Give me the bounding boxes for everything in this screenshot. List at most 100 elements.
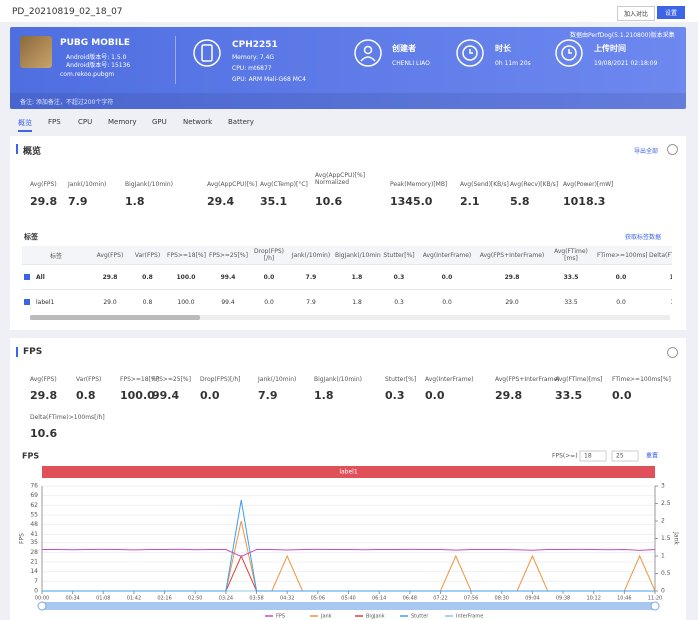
legend-label[interactable]: Jank <box>320 614 332 620</box>
table-cell: 0.0 <box>249 264 289 290</box>
y2-tick-label: 1 <box>661 553 665 560</box>
section-marker <box>16 144 18 154</box>
table-cell: 29.0 <box>90 289 130 314</box>
table-cell: 100.0 <box>165 289 207 314</box>
metric-label: Avg(CTemp)[°C] <box>260 181 308 188</box>
tab[interactable]: Battery <box>228 118 254 126</box>
checkbox[interactable] <box>24 274 30 280</box>
y-tick-label: 28 <box>30 549 38 556</box>
remark: 备注: 添加备注，不超过200个字符 <box>20 99 114 106</box>
section-marker <box>16 347 18 357</box>
range-slider[interactable] <box>42 602 655 610</box>
app-version: Android版本号: 1.5.0 <box>66 54 127 61</box>
column-header: Var(FPS) <box>130 246 165 265</box>
metric-label: Avg(Send)[KB/s] <box>460 181 509 188</box>
column-header: BigJank(/10min) <box>333 246 381 265</box>
device-spec: GPU: ARM Mali-G68 MC4 <box>232 76 306 83</box>
metric-label: Var(FPS) <box>76 376 102 383</box>
metric-value: 2.1 <box>460 195 480 208</box>
legend-label[interactable]: FPS <box>276 614 285 620</box>
metric-value: 0.0 <box>612 389 632 402</box>
app-package: com.rekoo.pubgm <box>60 71 115 78</box>
app-icon <box>20 36 52 68</box>
tag-link[interactable]: 获取标签数据 <box>625 234 662 241</box>
x-tick-label: 05:40 <box>341 596 355 602</box>
metric-value: 100.0 <box>120 389 155 402</box>
metric-label: BigJank(/10min) <box>125 181 173 188</box>
x-tick-label: 07:56 <box>464 596 478 602</box>
metric-label: Avg(FPS+InterFrame) <box>495 376 560 383</box>
legend-label[interactable]: BigJank <box>366 614 385 620</box>
x-tick-label: 01:08 <box>96 596 110 602</box>
threshold-value: 18 <box>584 453 592 460</box>
table-cell: 7.9 <box>289 264 333 290</box>
compare-button[interactable]: 加入对比 <box>617 6 656 21</box>
metric-value: 0.3 <box>385 389 405 402</box>
tab[interactable]: FPS <box>48 118 61 126</box>
page-title: PD_20210819_02_18_07 <box>12 7 123 17</box>
x-tick-label: 07:22 <box>433 596 447 602</box>
collapse-button[interactable] <box>667 347 678 358</box>
tab[interactable]: 概览 <box>18 118 32 132</box>
metric-value: 5.8 <box>510 195 530 208</box>
device-spec: Memory: 7.4G <box>232 54 275 61</box>
column-header: Avg(FPS+InterFrame) <box>477 246 547 265</box>
table-cell: 0.0 <box>595 289 647 314</box>
device-spec: CPU: mt6877 <box>232 65 272 72</box>
checkbox[interactable] <box>24 299 30 305</box>
metric-value: 0.0 <box>425 389 445 402</box>
metric-label: FTime>=100ms[%] <box>612 376 671 383</box>
threshold-input[interactable] <box>579 450 607 462</box>
table-cell: 0.0 <box>417 264 477 290</box>
threshold-label: FPS(>=) <box>552 453 578 460</box>
slider-handle[interactable] <box>650 601 660 611</box>
scrollbar-thumb[interactable] <box>30 315 200 320</box>
y2-tick-label: 2 <box>661 518 665 525</box>
tag-table: 标签 Avg(FPS) Var(FPS) FPS>=18[%] FPS>=25[%] Dr… <box>22 246 672 314</box>
y-tick-label: 41 <box>30 531 38 538</box>
reset-link[interactable]: 重置 <box>646 452 658 460</box>
series-line <box>42 499 655 592</box>
metric-value: 29.8 <box>30 195 58 208</box>
label-band <box>42 466 655 478</box>
slider-handle[interactable] <box>37 601 47 611</box>
column-header: FPS>=18[%] <box>165 246 207 265</box>
tab[interactable]: Memory <box>108 118 137 126</box>
metric-value: 99.4 <box>152 389 180 402</box>
metric-value: 1018.3 <box>563 195 606 208</box>
app-version: Android版本号: 15136 <box>66 62 131 69</box>
app-name: PUBG MOBILE <box>60 38 130 48</box>
threshold-input[interactable] <box>611 450 639 462</box>
table-cell: 1.8 <box>333 264 381 290</box>
metric-label: Drop(FPS)[/h] <box>200 376 241 383</box>
x-tick-label: 05:06 <box>311 596 325 602</box>
collapse-button[interactable] <box>667 144 678 155</box>
x-tick-label: 03:58 <box>249 596 263 602</box>
tab[interactable]: CPU <box>78 118 93 126</box>
metric-value: 1.8 <box>314 389 334 402</box>
table-cell: 0.3 <box>381 264 417 290</box>
column-header: FTime>=100ms[%] <box>595 246 647 265</box>
y-tick-label: 7 <box>34 578 38 585</box>
legend-label[interactable]: InterFrame <box>456 614 483 620</box>
tab[interactable]: GPU <box>152 118 167 126</box>
table-cell: 0.8 <box>130 264 165 290</box>
y-tick-label: 55 <box>30 512 38 519</box>
scrollbar <box>30 315 670 320</box>
y-axis-label: FPS <box>19 533 26 544</box>
table-cell: 100.0 <box>165 264 207 290</box>
tab[interactable]: Network <box>183 118 213 126</box>
tag-name: label1 <box>36 298 55 306</box>
info-value: 19/08/2021 02:18:09 <box>594 60 658 67</box>
x-tick-label: 04:32 <box>280 596 294 602</box>
info-label: 时长 <box>495 44 511 53</box>
settings-button[interactable]: 设置 <box>657 6 686 19</box>
legend-label[interactable]: Stutter <box>411 614 429 620</box>
table-cell: 29.0 <box>477 289 547 314</box>
series-line <box>42 554 655 592</box>
export-link[interactable]: 导出全部 <box>634 148 659 155</box>
column-header: 标签 <box>22 246 90 265</box>
label-band-text: label1 <box>339 469 358 476</box>
metric-label: BigJank(/10min) <box>314 376 362 383</box>
